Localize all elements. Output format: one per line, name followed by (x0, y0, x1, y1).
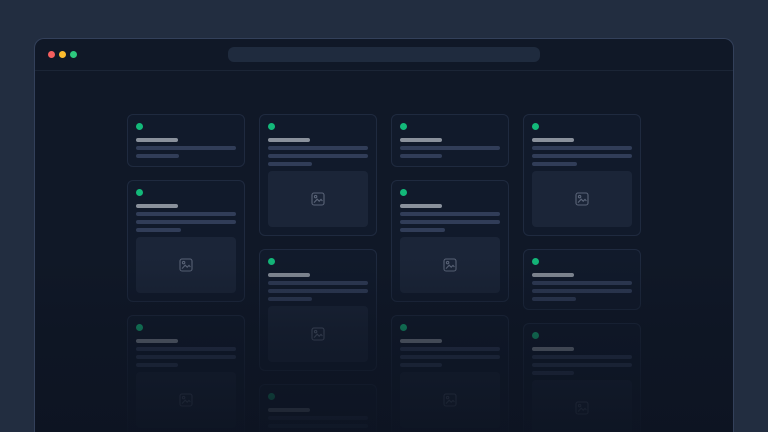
card-image-placeholder (268, 171, 368, 227)
card-board-grid (127, 114, 641, 432)
minimize-window-icon[interactable] (59, 51, 66, 58)
status-dot (136, 123, 143, 130)
card-text-skeleton (268, 154, 368, 158)
card-text-skeleton (136, 212, 236, 216)
board-column (259, 114, 377, 432)
card-title-skeleton (268, 408, 310, 412)
status-dot (400, 189, 407, 196)
status-dot (136, 324, 143, 331)
status-dot (400, 123, 407, 130)
status-dot (268, 123, 275, 130)
card-text-skeleton (136, 363, 178, 367)
card-text-skeleton (400, 228, 445, 232)
card-text-skeleton (268, 162, 312, 166)
card[interactable] (391, 315, 509, 432)
card-text-skeleton (532, 371, 574, 375)
card-text-skeleton (136, 228, 181, 232)
maximize-window-icon[interactable] (70, 51, 77, 58)
card-text-skeleton (268, 297, 312, 301)
card-text-skeleton (532, 162, 577, 166)
card-title-skeleton (136, 138, 178, 142)
card-text-skeleton (400, 154, 442, 158)
card-text-skeleton (532, 297, 576, 301)
card-title-skeleton (400, 339, 442, 343)
image-icon (575, 401, 589, 415)
status-dot (268, 258, 275, 265)
card-text-skeleton (400, 212, 500, 216)
card[interactable] (259, 114, 377, 236)
card[interactable] (259, 249, 377, 371)
window-controls (48, 51, 77, 58)
browser-titlebar[interactable] (35, 39, 733, 71)
card[interactable] (127, 114, 245, 167)
card-title-skeleton (268, 273, 310, 277)
image-icon (311, 192, 325, 206)
board-column (127, 114, 245, 432)
image-icon (575, 192, 589, 206)
image-icon (179, 258, 193, 272)
browser-content (35, 71, 733, 432)
card-text-skeleton (400, 347, 500, 351)
card-image-placeholder (532, 171, 632, 227)
card-title-skeleton (268, 138, 310, 142)
status-dot (400, 324, 407, 331)
card-text-skeleton (268, 424, 368, 428)
card-title-skeleton (136, 339, 178, 343)
card-text-skeleton (268, 416, 368, 420)
card[interactable] (127, 315, 245, 432)
card[interactable] (523, 114, 641, 236)
card-title-skeleton (136, 204, 178, 208)
card[interactable] (391, 180, 509, 302)
card[interactable] (523, 249, 641, 310)
card-image-placeholder (136, 237, 236, 293)
board-column (523, 114, 641, 432)
status-dot (136, 189, 143, 196)
card-text-skeleton (400, 355, 500, 359)
card-title-skeleton (532, 347, 574, 351)
card-text-skeleton (400, 220, 500, 224)
status-dot (268, 393, 275, 400)
card-title-skeleton (532, 273, 574, 277)
card-title-skeleton (400, 138, 442, 142)
card-text-skeleton (400, 363, 442, 367)
card-image-placeholder (532, 380, 632, 432)
image-icon (179, 393, 193, 407)
board-column (391, 114, 509, 432)
status-dot (532, 332, 539, 339)
url-bar[interactable] (228, 47, 540, 62)
card-text-skeleton (136, 355, 236, 359)
image-icon (443, 258, 457, 272)
card-text-skeleton (136, 220, 236, 224)
card-text-skeleton (268, 281, 368, 285)
card-text-skeleton (136, 154, 179, 158)
card-text-skeleton (268, 289, 368, 293)
card-text-skeleton (400, 146, 500, 150)
card[interactable] (127, 180, 245, 302)
card-text-skeleton (268, 146, 368, 150)
status-dot (532, 123, 539, 130)
card-title-skeleton (400, 204, 442, 208)
image-icon (311, 327, 325, 341)
card[interactable] (523, 323, 641, 432)
card-text-skeleton (136, 146, 236, 150)
card-image-placeholder (268, 306, 368, 362)
card-title-skeleton (532, 138, 574, 142)
card-image-placeholder (400, 372, 500, 428)
card-text-skeleton (532, 363, 632, 367)
card[interactable] (391, 114, 509, 167)
browser-window (34, 38, 734, 432)
card-text-skeleton (532, 355, 632, 359)
image-icon (443, 393, 457, 407)
status-dot (532, 258, 539, 265)
card[interactable] (259, 384, 377, 432)
card-image-placeholder (136, 372, 236, 428)
card-text-skeleton (136, 347, 236, 351)
card-text-skeleton (532, 289, 632, 293)
card-image-placeholder (400, 237, 500, 293)
card-text-skeleton (532, 281, 632, 285)
card-text-skeleton (532, 154, 632, 158)
card-text-skeleton (532, 146, 632, 150)
close-window-icon[interactable] (48, 51, 55, 58)
